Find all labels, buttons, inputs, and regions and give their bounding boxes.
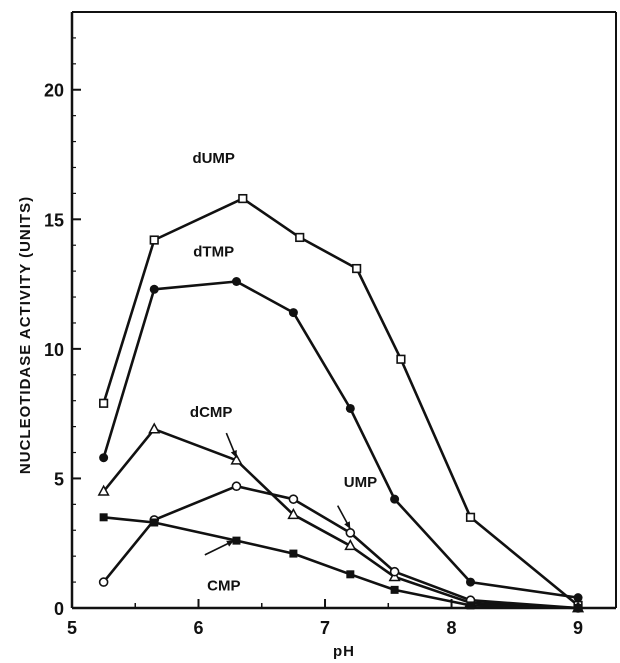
series-line-cmp [103, 516, 579, 610]
data-point-dtmp [345, 403, 355, 413]
data-point-dump [396, 354, 406, 364]
data-point-dump [238, 193, 248, 204]
series-label-dtmp: dTMP [193, 243, 234, 260]
data-point-cmp [150, 518, 159, 527]
data-point-dcmp [287, 507, 300, 520]
series-label-cmp: CMP [207, 578, 240, 595]
data-point-dump [149, 235, 159, 245]
data-point-dump [99, 398, 109, 408]
data-point-cmp [346, 570, 355, 579]
y-tick-label: 5 [54, 469, 64, 489]
data-point-dump [352, 263, 362, 274]
data-point-dcmp [230, 453, 243, 465]
arrowhead-dcmp [230, 450, 237, 458]
y-tick-label: 0 [54, 599, 64, 619]
arrowhead-cmp [226, 540, 234, 547]
y-tick-label: 10 [44, 340, 64, 360]
data-point-ump [288, 494, 299, 504]
data-point-cmp [99, 513, 108, 522]
x-tick-label: 8 [447, 618, 457, 638]
x-tick-label: 7 [320, 618, 330, 638]
data-point-cmp [289, 549, 298, 558]
data-point-cmp [574, 604, 583, 612]
x-tick-label: 5 [67, 618, 77, 638]
arrowhead-ump [344, 521, 351, 529]
x-axis-title: pH [333, 643, 355, 660]
data-point-ump [98, 577, 109, 587]
y-axis-ticks: 0 5 10 15 20 [44, 37, 81, 619]
data-point-dtmp [466, 577, 476, 587]
data-point-dtmp [390, 494, 400, 504]
data-point-dtmp [231, 276, 241, 286]
data-point-dtmp [288, 308, 298, 318]
data-point-dcmp [344, 539, 357, 551]
data-point-ump [389, 566, 400, 577]
y-tick-label: 20 [44, 81, 64, 101]
series-label-dcmp: dCMP [190, 404, 233, 421]
data-point-dtmp [99, 453, 109, 463]
y-tick-label: 15 [44, 210, 64, 230]
annotations: dUMP dTMP dCMP UMP CMP [190, 150, 377, 595]
data-point-cmp [232, 536, 241, 545]
series-line-ump [102, 484, 579, 610]
data-point-dump [295, 232, 305, 243]
series-label-ump: UMP [344, 474, 377, 491]
data-point-ump [231, 481, 242, 492]
y-axis-title: NUCLEOTIDASE ACTIVITY (UNITS) [17, 196, 34, 474]
x-tick-label: 6 [194, 618, 204, 638]
data-point-cmp [390, 585, 399, 594]
data-point-dcmp [97, 484, 110, 496]
data-point-cmp [466, 601, 475, 610]
series-lines [102, 197, 579, 610]
series-line-dump [102, 197, 579, 607]
data-point-dtmp [573, 593, 583, 603]
series-line-dcmp [102, 427, 579, 610]
series-line-dtmp [102, 280, 579, 599]
data-point-dtmp [149, 284, 159, 294]
data-point-ump [345, 528, 356, 538]
data-point-dump [465, 512, 476, 522]
data-point-dcmp [148, 422, 161, 434]
series-label-dump: dUMP [192, 150, 235, 167]
series-markers [97, 193, 585, 613]
x-tick-label: 9 [573, 618, 583, 638]
